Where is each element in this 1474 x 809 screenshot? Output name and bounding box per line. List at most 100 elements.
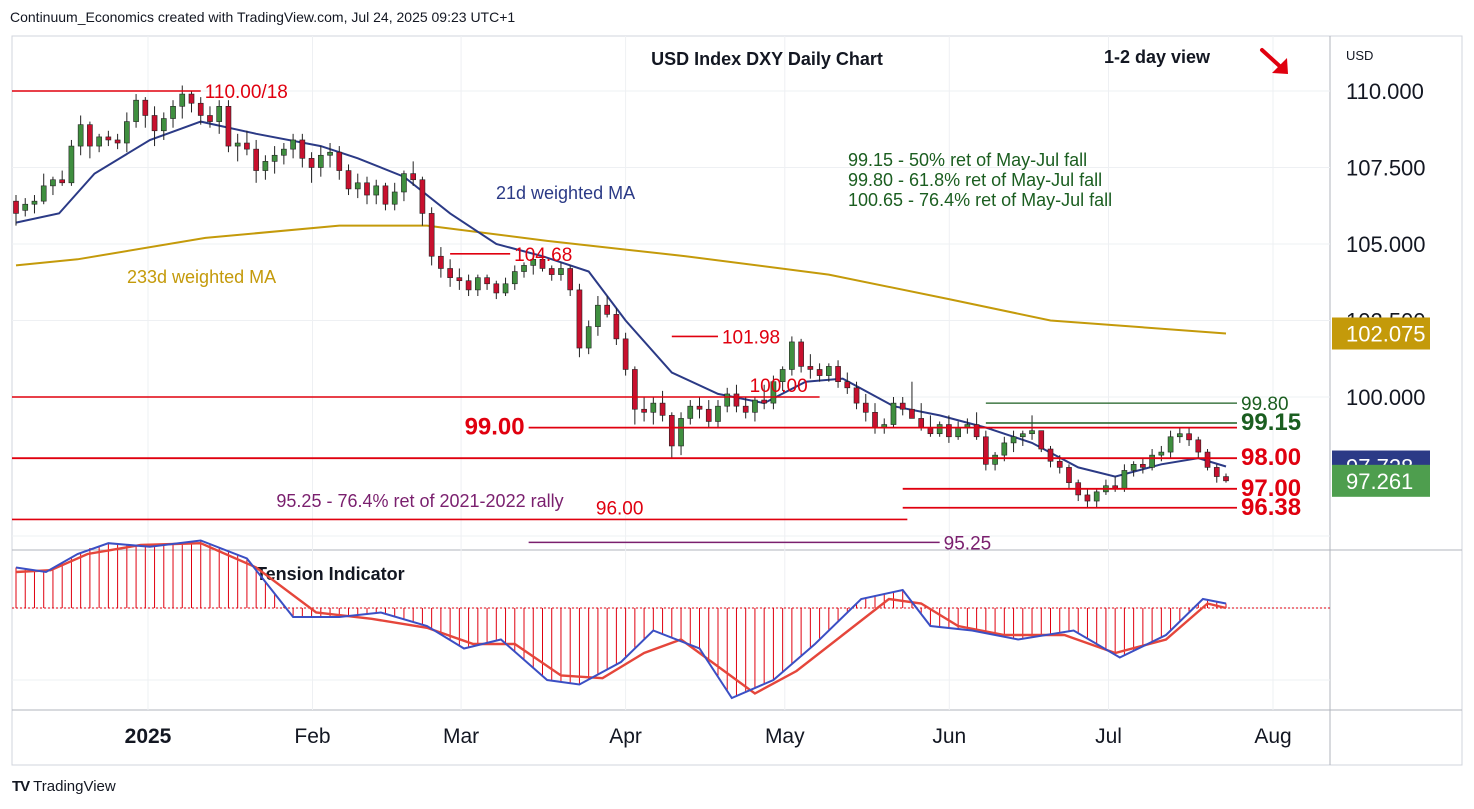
- candle: [835, 366, 841, 382]
- candle: [68, 145, 75, 184]
- candle: [1010, 436, 1017, 444]
- chart-attribution: Continuum_Economics created with Trading…: [10, 9, 516, 25]
- candle: [1223, 476, 1229, 482]
- candle: [789, 341, 795, 370]
- candle: [807, 366, 814, 370]
- candle: [511, 271, 518, 285]
- candle: [1029, 430, 1035, 435]
- candle: [87, 124, 93, 147]
- candle: [1195, 439, 1202, 453]
- candle: [826, 366, 832, 376]
- candle: [493, 283, 500, 294]
- annotation-text: 100.65 - 76.4% ret of May-Jul fall: [848, 190, 1112, 210]
- indicator-slow-line: [15, 541, 1227, 695]
- level-label: 99.15: [1241, 409, 1301, 436]
- candle: [558, 268, 564, 275]
- candle: [733, 393, 740, 407]
- candle: [1019, 433, 1026, 438]
- time-tick-label: Aug: [1254, 725, 1291, 748]
- indicator-title: Tension Indicator: [256, 564, 405, 584]
- annotation-text: 95.25 - 76.4% ret of 2021-2022 rally: [276, 491, 563, 511]
- candle: [419, 179, 426, 214]
- price-tag-label: 102.075: [1346, 322, 1426, 347]
- candle: [253, 148, 259, 171]
- candle: [761, 399, 767, 404]
- candle: [724, 393, 731, 407]
- annotation-text: 21d weighted MA: [496, 183, 635, 203]
- candle: [1047, 448, 1054, 462]
- candle: [604, 304, 610, 315]
- candle: [668, 415, 675, 447]
- candle: [678, 418, 684, 447]
- candle: [890, 402, 897, 425]
- candle: [1167, 436, 1174, 453]
- candle: [798, 341, 804, 367]
- candle: [170, 106, 176, 119]
- candle: [936, 424, 943, 435]
- time-axis: 2025 Feb Mar Apr May Jun Jul Aug: [125, 725, 1292, 748]
- candle: [22, 203, 29, 211]
- candle: [1149, 454, 1155, 468]
- candle: [373, 185, 380, 196]
- candle: [40, 185, 47, 202]
- candle: [844, 381, 851, 389]
- candle: [918, 418, 925, 428]
- candle: [179, 93, 186, 107]
- level-label: 96.00: [596, 498, 644, 519]
- time-tick-label: Jun: [932, 725, 966, 748]
- candle: [641, 408, 647, 413]
- level-label: 99.00: [465, 414, 525, 441]
- candle: [1186, 433, 1192, 441]
- candle: [632, 369, 638, 410]
- candles: [13, 85, 1229, 508]
- candle: [567, 268, 574, 291]
- ma-233-line: [15, 224, 1227, 335]
- annotation-text: 233d weighted MA: [127, 267, 276, 287]
- candle: [188, 93, 195, 104]
- candle: [530, 258, 537, 266]
- tension-indicator: Tension Indicator: [12, 540, 1330, 696]
- candle: [160, 118, 167, 132]
- level-label: 96.38: [1241, 494, 1301, 521]
- level-label: 98.00: [1241, 444, 1301, 471]
- down-arrow-icon: [1260, 48, 1288, 74]
- candle: [299, 139, 306, 159]
- candle: [345, 170, 352, 190]
- chart-title: USD Index DXY Daily Chart: [651, 49, 883, 69]
- candle: [1121, 470, 1128, 490]
- candle: [151, 115, 158, 132]
- annotation-text: 99.15 - 50% ret of May-Jul fall: [848, 150, 1087, 170]
- candle: [742, 405, 749, 413]
- candle: [1038, 430, 1045, 450]
- candle: [899, 402, 906, 410]
- candle: [1176, 433, 1183, 438]
- candle: [548, 268, 555, 275]
- time-tick-label: Jul: [1095, 725, 1122, 748]
- candle: [502, 283, 509, 294]
- tradingview-footer[interactable]: TV TradingView: [12, 778, 116, 795]
- candle: [281, 148, 287, 156]
- level-label: 110.00/18: [205, 82, 288, 103]
- chart-frame: [11, 35, 1463, 766]
- level-label: 100.00: [750, 376, 808, 397]
- candle: [1093, 491, 1100, 502]
- candle: [853, 387, 860, 404]
- candle: [1084, 494, 1091, 502]
- time-tick-label: Mar: [443, 725, 479, 748]
- candle: [133, 99, 139, 122]
- candle: [779, 369, 786, 382]
- candle: [770, 381, 777, 404]
- candle: [484, 277, 490, 285]
- candle: [752, 399, 758, 413]
- candle: [410, 173, 416, 181]
- candle: [225, 106, 232, 147]
- candle: [521, 265, 527, 272]
- candle: [1001, 442, 1008, 456]
- candle: [456, 277, 463, 282]
- candle: [290, 139, 296, 150]
- candle: [1066, 467, 1072, 483]
- candle: [576, 289, 583, 349]
- candle: [973, 424, 980, 438]
- level-label: 95.25: [944, 533, 992, 554]
